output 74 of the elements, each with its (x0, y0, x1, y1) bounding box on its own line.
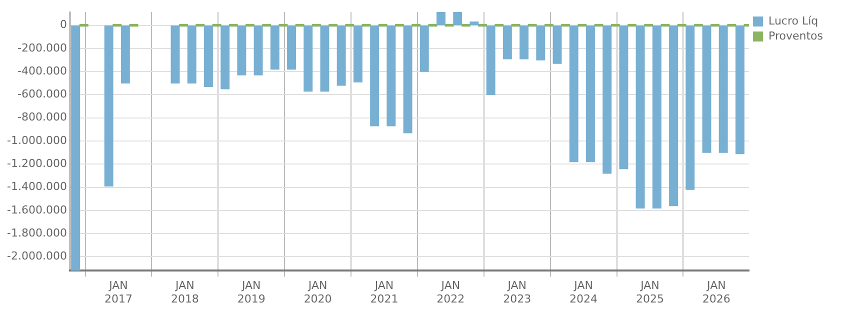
y-tick-label: -200.000 (17, 41, 67, 54)
x-tick-label: JAN 2020 (304, 279, 332, 306)
bar (552, 25, 562, 64)
bar (470, 22, 479, 26)
bar (702, 25, 712, 153)
bar (735, 25, 744, 154)
bar (520, 25, 529, 60)
bar (619, 25, 628, 170)
x-tick-label: JAN 2021 (370, 279, 398, 306)
bar (129, 24, 138, 27)
bar (602, 25, 612, 174)
bar (536, 25, 546, 60)
bar (394, 24, 404, 27)
bar (187, 25, 196, 84)
bar (79, 24, 88, 27)
bar (420, 25, 429, 72)
y-tick-label: -600.000 (17, 88, 67, 101)
bar (170, 25, 180, 84)
bar (544, 24, 554, 27)
y-tick-label: -2.000.000 (7, 250, 67, 263)
bar (204, 25, 213, 87)
x-tick-label: JAN 2026 (702, 279, 730, 306)
y-tick-label: -1.600.000 (7, 203, 67, 216)
bar (328, 24, 338, 27)
bar (636, 25, 645, 208)
bar (312, 24, 321, 27)
y-tick-label: -1.200.000 (7, 157, 67, 170)
bar (270, 25, 280, 70)
bar (179, 24, 188, 27)
x-tick-label: JAN 2025 (636, 279, 664, 306)
y-tick-label: -400.000 (17, 64, 67, 78)
bar (336, 25, 346, 86)
bar (320, 25, 330, 92)
bar (386, 25, 396, 126)
bar (718, 25, 728, 153)
x-tick-label: JAN 2018 (170, 279, 199, 306)
x-tick-label: JAN 2023 (503, 279, 532, 306)
bar (220, 25, 230, 90)
bar (370, 25, 380, 126)
bar (246, 24, 254, 27)
bar (561, 24, 570, 27)
bar (628, 24, 636, 27)
legend-label: Lucro Líq (768, 14, 818, 28)
legend-label: Proventos (768, 29, 824, 42)
bar (71, 25, 80, 271)
bar (478, 24, 487, 27)
bar (104, 25, 114, 186)
bar (237, 25, 246, 76)
x-tick-label: JAN 2019 (237, 279, 266, 306)
y-tick-label: 0 (60, 18, 67, 32)
bar (710, 24, 720, 27)
y-tick-label: -1.000.000 (7, 134, 67, 147)
y-tick-label: -1.800.000 (7, 226, 67, 240)
bar (502, 25, 512, 60)
x-tick-label: JAN 2017 (104, 279, 133, 306)
bar (453, 12, 462, 26)
bar (669, 25, 678, 206)
bar (686, 25, 695, 190)
bar (436, 12, 446, 26)
bar (486, 25, 496, 96)
bar (586, 25, 595, 162)
bar (403, 25, 412, 134)
bar (353, 25, 362, 82)
y-tick-label: -800.000 (17, 110, 67, 124)
bar (254, 25, 263, 76)
bar (569, 25, 578, 162)
x-tick-label: JAN 2024 (570, 279, 598, 306)
y-tick-label: -1.400.000 (7, 180, 67, 194)
bar (694, 24, 703, 27)
bar (304, 25, 313, 92)
bar (287, 25, 296, 70)
bar (652, 25, 662, 208)
x-tick-label: JAN 2022 (436, 279, 465, 306)
bar (120, 25, 130, 84)
